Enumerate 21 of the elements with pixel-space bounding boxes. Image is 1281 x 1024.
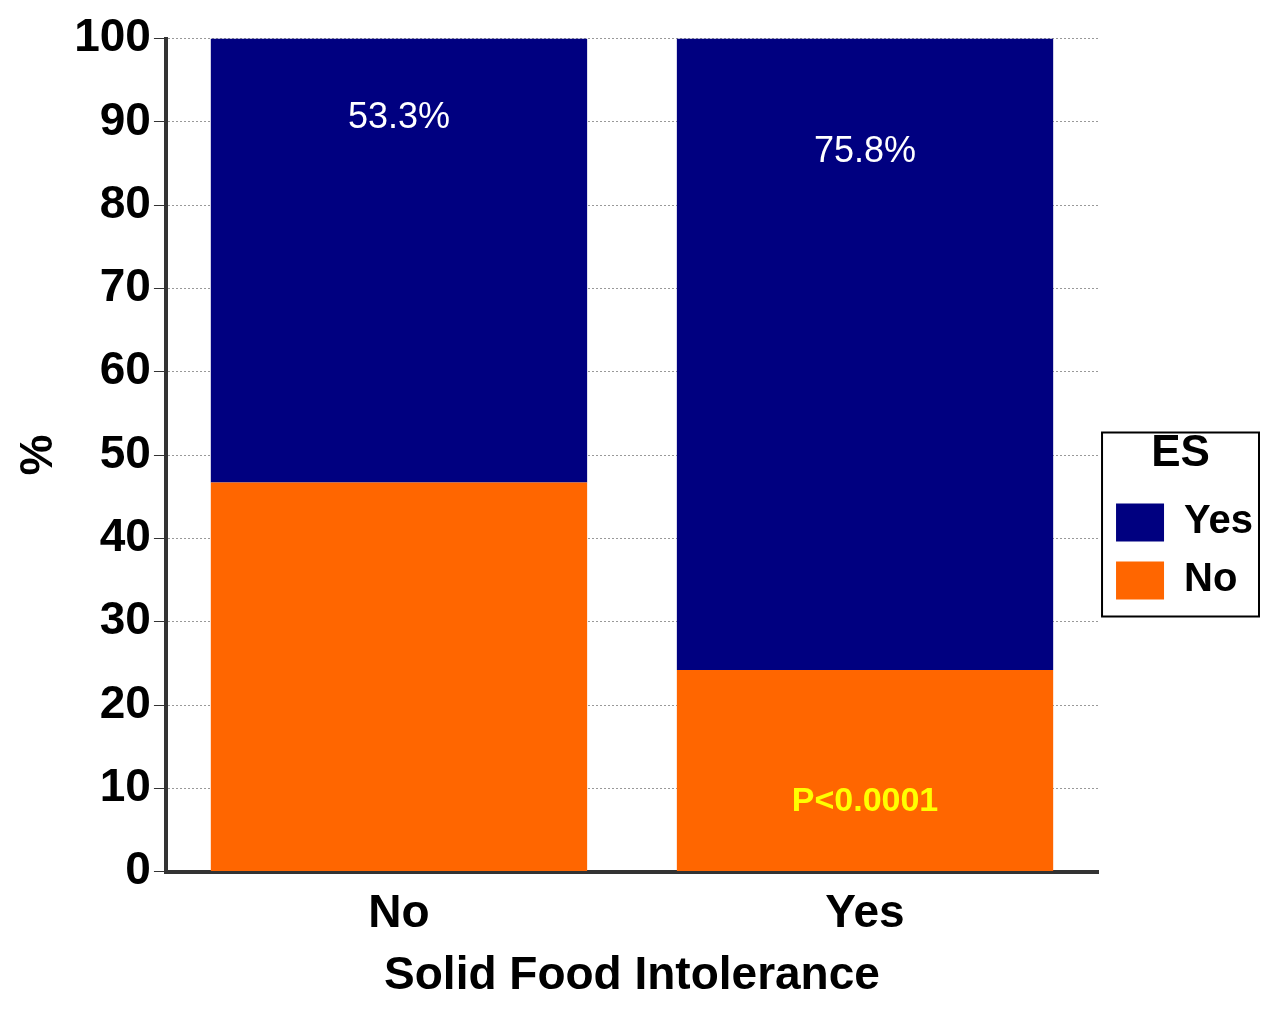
data-label: 75.8% (813, 129, 917, 171)
bar (676, 38, 1054, 671)
y-tick-label: 100 (74, 9, 151, 62)
y-tick-label: 70 (99, 259, 151, 312)
y-tick-label: 90 (99, 92, 151, 145)
x-axis-title: Solid Food Intolerance (384, 947, 880, 1000)
annotation: P<0.0001 (791, 779, 939, 818)
y-tick-label: 60 (99, 342, 151, 395)
legend-title: ES (1151, 425, 1210, 475)
y-tick-label: 30 (99, 592, 151, 645)
y-tick-label: 40 (99, 509, 151, 562)
y-tick-label: 50 (99, 425, 151, 478)
y-tick-label: 80 (99, 175, 151, 228)
y-tick-label: 20 (99, 675, 151, 728)
y-axis-title: % (10, 434, 63, 476)
legend-label: No (1184, 555, 1238, 600)
legend-label: Yes (1184, 497, 1253, 542)
data-label: 53.3% (347, 95, 451, 137)
bar (210, 38, 588, 483)
y-tick-label: 10 (99, 758, 151, 811)
y-tick-label: 0 (125, 842, 151, 895)
